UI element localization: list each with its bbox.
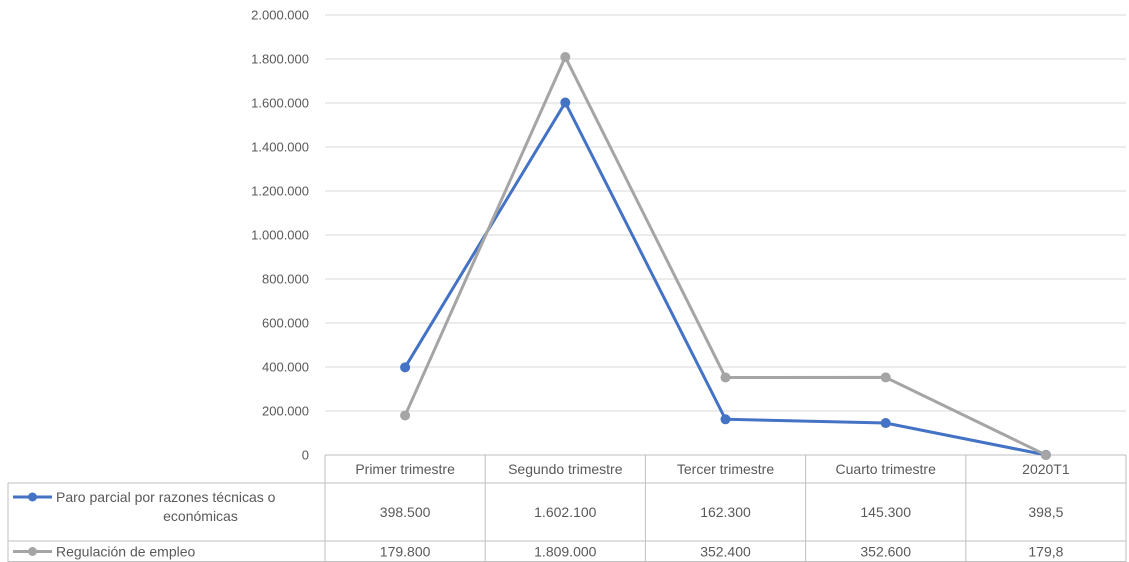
y-tick-label: 800.000 [262, 272, 309, 287]
legend-key-marker [28, 547, 37, 556]
table-value-cell: 1.602.100 [534, 504, 596, 520]
table-value-cell: 179,8 [1028, 544, 1063, 560]
table-value-cell: 162.300 [700, 504, 751, 520]
category-label: 2020T1 [1022, 461, 1070, 477]
series-line [403, 55, 1047, 457]
data-point [720, 414, 731, 425]
y-tick-label: 1.400.000 [251, 140, 309, 155]
category-label: Segundo trimestre [508, 461, 623, 477]
series-name-label: Paro parcial por razones técnicas o [56, 489, 276, 505]
gridlines [325, 14, 1126, 412]
data-point [880, 372, 891, 383]
series-name-label: Regulación de empleo [56, 544, 196, 560]
series-name-label: económicas [163, 508, 238, 524]
table-value-cell: 1.809.000 [534, 544, 596, 560]
y-axis-ticks: 0 200.000 400.000 600.000 800.000 1.000.000 1.… [251, 8, 309, 463]
y-tick-label: 200.000 [262, 404, 309, 419]
data-point [720, 372, 731, 383]
data-point [560, 97, 571, 108]
table-value-cell: 352.600 [860, 544, 911, 560]
table-value-cell: 398.500 [380, 504, 431, 520]
data-point [880, 418, 891, 429]
data-point [400, 362, 411, 373]
series-lines [400, 52, 1051, 460]
table-value-cell: 179.800 [380, 544, 431, 560]
data-point [400, 410, 411, 421]
data-point [1040, 449, 1051, 460]
category-label: Cuarto trimestre [836, 461, 937, 477]
y-tick-label: 1.800.000 [251, 52, 309, 67]
y-tick-label: 1.600.000 [251, 96, 309, 111]
category-label: Primer trimestre [355, 461, 455, 477]
y-tick-label: 600.000 [262, 316, 309, 331]
data-table: Primer trimestre Segundo trimestre Tercer … [7, 454, 1127, 562]
table-value-cell: 398,5 [1028, 504, 1063, 520]
legend-key-marker [28, 492, 37, 502]
category-label: Tercer trimestre [677, 461, 774, 477]
y-tick-label: 400.000 [262, 360, 309, 375]
y-tick-label: 1.200.000 [251, 184, 309, 199]
y-tick-label: 0 [302, 448, 309, 463]
y-tick-label: 1.000.000 [251, 228, 309, 243]
y-tick-label: 2.000.000 [251, 8, 309, 23]
table-value-cell: 145.300 [860, 504, 911, 520]
data-point [560, 52, 571, 63]
table-value-cell: 352.400 [700, 544, 751, 560]
